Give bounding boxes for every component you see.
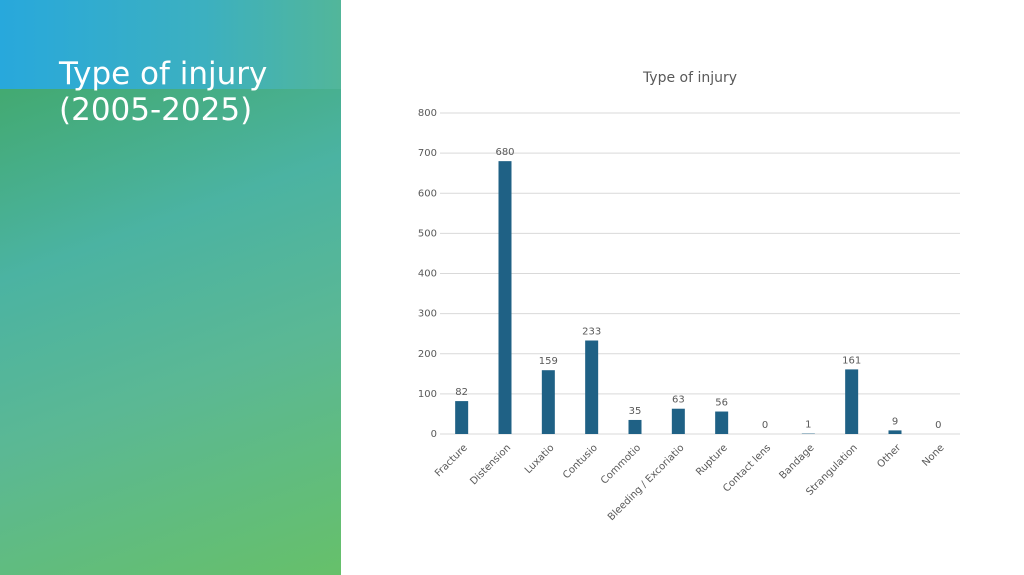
y-tick-label: 800: [418, 108, 437, 119]
data-label: 9: [892, 416, 898, 427]
data-label: 35: [629, 406, 642, 417]
data-label: 0: [762, 420, 768, 431]
data-label: 56: [715, 398, 728, 409]
x-tick-label: Bleeding / Excoriatio: [606, 442, 687, 523]
bar: [845, 369, 859, 434]
bar: [585, 340, 599, 434]
bar: [628, 419, 642, 434]
y-tick-label: 700: [418, 148, 437, 159]
x-tick-label: Contusio: [561, 442, 600, 481]
top-band: [0, 0, 341, 89]
data-label: 233: [582, 327, 601, 338]
data-label: 161: [842, 355, 861, 366]
data-label: 159: [539, 356, 558, 367]
side-panel: [0, 0, 341, 575]
x-tick-label: Luxatio: [523, 442, 557, 476]
y-tick-label: 600: [418, 188, 437, 199]
data-label: 63: [672, 395, 685, 406]
slide-title: Type of injury (2005-2025): [59, 56, 268, 128]
data-label: 680: [495, 147, 514, 158]
x-tick-label: Bandage: [777, 442, 816, 481]
x-tick-label: Other: [875, 442, 903, 470]
data-label: 1: [805, 420, 811, 431]
x-tick-label: Commotio: [599, 442, 643, 486]
bar: [671, 408, 685, 434]
bar: [541, 370, 555, 434]
bar: [455, 401, 469, 434]
x-tick-label: Fracture: [433, 442, 470, 479]
x-tick-label: Distension: [468, 442, 513, 487]
bar: [498, 161, 512, 434]
chart-title: Type of injury: [642, 70, 737, 86]
bar: [715, 411, 729, 434]
data-label: 0: [935, 420, 941, 431]
y-tick-label: 200: [418, 349, 437, 360]
x-tick-label: None: [920, 442, 946, 468]
y-tick-label: 0: [431, 429, 437, 440]
bar: [888, 430, 902, 434]
y-tick-label: 500: [418, 228, 437, 239]
x-tick-label: Rupture: [694, 442, 730, 478]
y-tick-label: 400: [418, 269, 437, 280]
y-tick-label: 100: [418, 389, 437, 400]
y-tick-label: 300: [418, 309, 437, 320]
data-label: 82: [455, 387, 468, 398]
